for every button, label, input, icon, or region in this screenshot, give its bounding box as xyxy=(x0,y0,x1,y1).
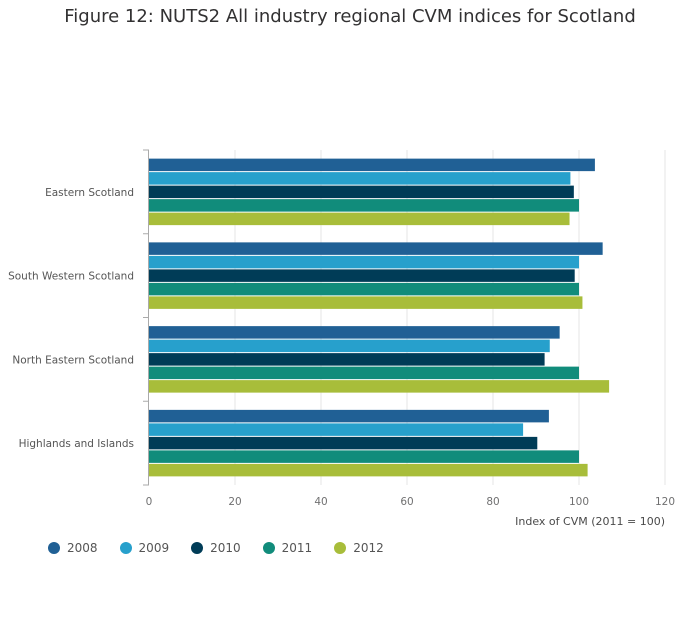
bar-2012-north-eastern-scotland xyxy=(149,380,610,393)
x-tick-label: 120 xyxy=(655,496,675,508)
legend-item-2008[interactable]: 2008 xyxy=(48,541,98,555)
legend-marker xyxy=(48,542,60,554)
bars xyxy=(149,158,610,477)
legend-label: 2009 xyxy=(138,541,170,555)
bar-2009-highlands-and-islands xyxy=(149,423,524,436)
labels: 0 20 40 60 80 100 120 Eastern Scotland South Wes… xyxy=(8,187,675,528)
bar-2011-north-eastern-scotland xyxy=(149,366,579,380)
legend-marker xyxy=(334,542,347,554)
bar-2008-eastern-scotland xyxy=(149,158,595,172)
bar-2010-eastern-scotland xyxy=(149,185,574,199)
legend-item-2012[interactable]: 2012 xyxy=(334,541,384,555)
legend-marker xyxy=(262,542,275,554)
category-label: South Western Scotland xyxy=(8,271,134,283)
bar-2010-south-western-scotland xyxy=(149,269,575,282)
legend-label: 2010 xyxy=(210,541,241,555)
category-label: North Eastern Scotland xyxy=(12,354,134,366)
x-tick-label: 20 xyxy=(228,496,241,508)
bar-2009-south-western-scotland xyxy=(149,255,579,269)
legend-marker xyxy=(119,542,132,554)
bar-2008-highlands-and-islands xyxy=(149,409,549,423)
bar-2011-south-western-scotland xyxy=(149,282,579,296)
x-tick-label: 40 xyxy=(314,496,327,508)
category-label: Highlands and Islands xyxy=(19,438,134,450)
bar-2010-highlands-and-islands xyxy=(149,436,538,450)
bar-2011-eastern-scotland xyxy=(149,199,579,212)
legend-label: 2011 xyxy=(281,541,313,555)
legend-item-2011[interactable]: 2011 xyxy=(262,541,313,555)
x-tick-label: 80 xyxy=(486,496,499,508)
x-tick-label: 60 xyxy=(400,496,413,508)
x-tick-label: 100 xyxy=(569,496,589,508)
legend-label: 2012 xyxy=(353,541,384,555)
legend-marker xyxy=(191,542,204,554)
x-tick-label: 0 xyxy=(146,496,153,508)
axes xyxy=(143,149,149,486)
x-axis-title: Index of CVM (2011 = 100) xyxy=(515,515,665,528)
bar-2008-north-eastern-scotland xyxy=(149,326,560,339)
chart-title: Figure 12: NUTS2 All industry regional C… xyxy=(64,6,636,27)
bar-2012-south-western-scotland xyxy=(149,296,583,309)
bar-2011-highlands-and-islands xyxy=(149,450,579,463)
bar-2012-eastern-scotland xyxy=(149,212,570,226)
bar-2009-eastern-scotland xyxy=(149,172,571,185)
bar-2008-south-western-scotland xyxy=(149,242,603,255)
category-label: Eastern Scotland xyxy=(45,187,134,199)
bar-2010-north-eastern-scotland xyxy=(149,353,545,366)
legend-item-2009[interactable]: 2009 xyxy=(119,541,170,555)
bar-2009-north-eastern-scotland xyxy=(149,339,550,353)
bar-2012-highlands-and-islands xyxy=(149,463,588,477)
legend-item-2010[interactable]: 2010 xyxy=(191,541,241,555)
legend-label: 2008 xyxy=(67,541,98,555)
legend: 2008 2009 2010 2011 2012 xyxy=(48,541,406,555)
